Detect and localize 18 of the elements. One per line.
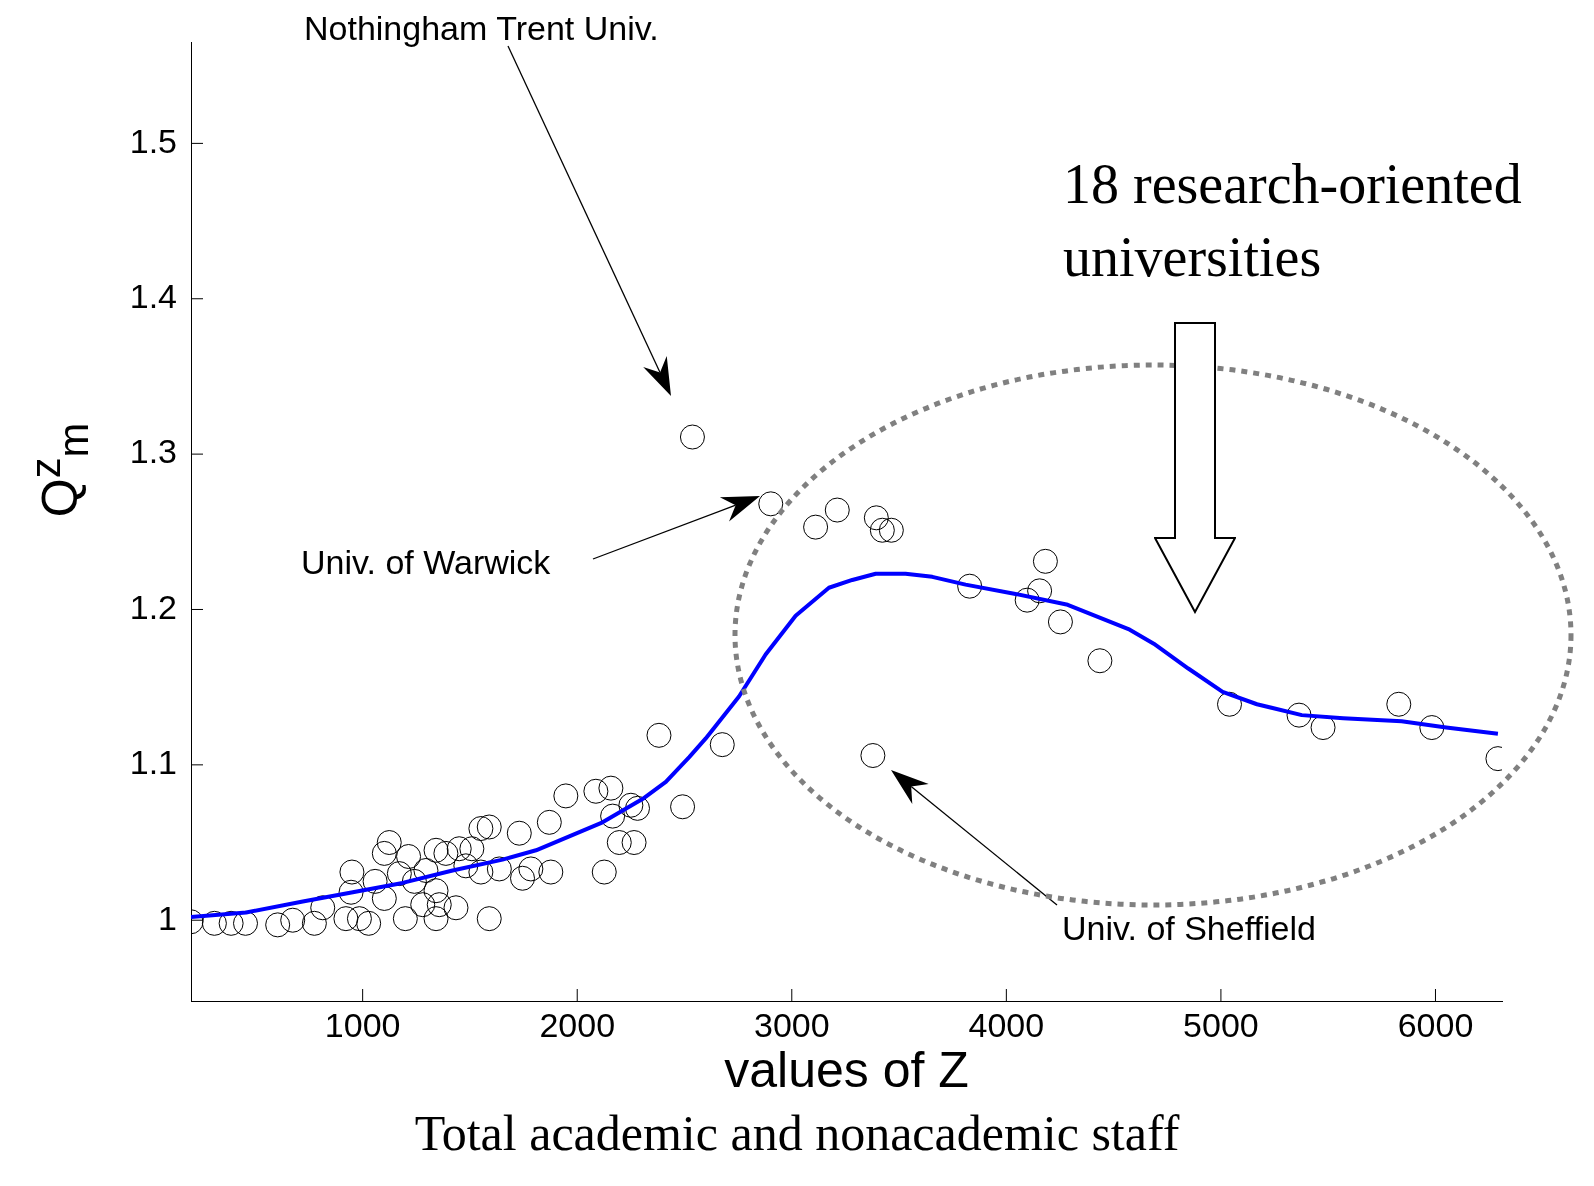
annotation: Nothingham Trent Univ. — [304, 7, 659, 49]
text: Total academic and nonacademic staff — [413, 1105, 1181, 1161]
x-axis-title: values of Z — [724, 1041, 969, 1098]
y-tick-label: 1.5 — [129, 121, 177, 160]
x-tick-label: 6000 — [1397, 1005, 1474, 1044]
annotation: 18 research-oriented universities — [1063, 152, 1523, 290]
x-tick-label: 5000 — [1183, 1005, 1259, 1044]
y-tick-label: 1.4 — [129, 277, 177, 316]
x-tick-label: 4000 — [968, 1005, 1045, 1044]
x-tick-label: 2000 — [539, 1005, 616, 1044]
y-tick-label: 1 — [158, 898, 177, 937]
x-tick-label: 3000 — [753, 1005, 830, 1044]
y-tick-label: 1.3 — [129, 432, 177, 471]
annotation: Univ. of Sheffield — [1062, 907, 1316, 949]
annotation: Univ. of Warwick — [301, 541, 551, 583]
y-tick-label: 1.2 — [129, 587, 177, 626]
y-tick-label: 1.1 — [129, 743, 177, 782]
x-tick-label: 1000 — [324, 1005, 401, 1044]
